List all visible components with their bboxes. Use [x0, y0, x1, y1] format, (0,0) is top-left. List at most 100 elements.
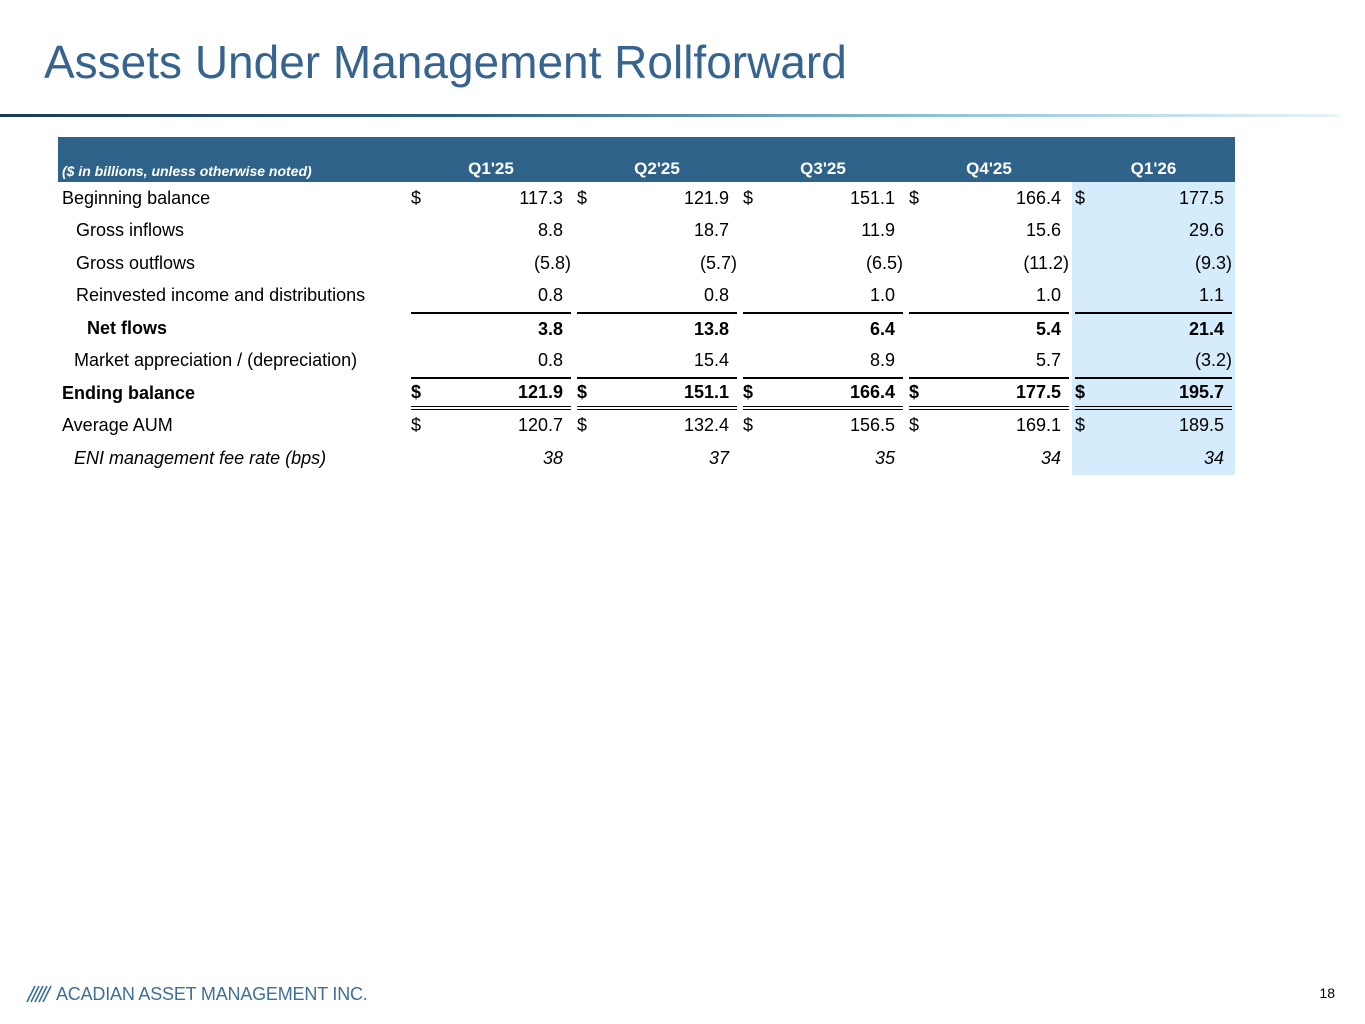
- table-cell: $117.3: [408, 182, 574, 215]
- currency-symbol: $: [909, 187, 920, 208]
- cell-value: 5.4: [1035, 318, 1061, 339]
- acadian-logo-icon: [26, 985, 52, 1003]
- row-label: Ending balance: [62, 382, 196, 403]
- table-cell: $156.5: [740, 410, 906, 443]
- cell-value: 1.1: [1198, 285, 1224, 306]
- table-cell: $166.4: [906, 182, 1072, 215]
- cell-value: (5.8): [533, 252, 571, 273]
- cell-value: 120.7: [517, 415, 563, 436]
- table-header-row: ($ in billions, unless otherwise noted) …: [58, 137, 1235, 182]
- cell-value: 38: [542, 447, 563, 468]
- company-name: ACADIAN ASSET MANAGEMENT INC.: [56, 983, 368, 1004]
- cell-value: 3.8: [537, 318, 563, 339]
- cell-value: 121.9: [517, 381, 563, 402]
- company-logo: ACADIAN ASSET MANAGEMENT INC.: [26, 983, 368, 1005]
- table-cell: 15.4: [574, 345, 740, 378]
- table-cell: 8.9: [740, 345, 906, 378]
- table-cell: 11.9: [740, 215, 906, 248]
- cell-value: (6.5): [865, 252, 903, 273]
- cell-value: 151.1: [683, 381, 729, 402]
- cell-value: 132.4: [683, 415, 729, 436]
- table-cell: (11.2): [906, 247, 1072, 280]
- row-label: Average AUM: [62, 415, 173, 436]
- table-cell-highlight: (9.3): [1072, 247, 1235, 280]
- table-cell: $151.1: [574, 377, 740, 410]
- currency-symbol: $: [577, 415, 588, 436]
- column-header: Q4'25: [906, 137, 1072, 182]
- cell-value: (11.2): [1023, 252, 1069, 273]
- cell-value: 37: [708, 447, 729, 468]
- cell-value: 34: [1203, 447, 1224, 468]
- cell-value: 121.9: [683, 187, 729, 208]
- cell-value: 8.9: [869, 350, 895, 371]
- table-cell: 5.7: [906, 345, 1072, 378]
- cell-value: 169.1: [1015, 415, 1061, 436]
- cell-value: 11.9: [861, 220, 895, 241]
- cell-value: 189.5: [1178, 415, 1224, 436]
- currency-symbol: $: [909, 381, 920, 402]
- table-row: Market appreciation / (depreciation) 0.8…: [58, 344, 1235, 378]
- table-cell: 5.4: [906, 312, 1072, 345]
- row-label: Gross outflows: [76, 252, 196, 273]
- currency-symbol: $: [743, 381, 754, 402]
- table-row: ENI management fee rate (bps) 38 37 35 3…: [58, 442, 1235, 475]
- table-cell: 15.6: [906, 215, 1072, 248]
- column-header: Q2'25: [574, 137, 740, 182]
- currency-symbol: $: [411, 187, 422, 208]
- table-cell-highlight: 29.6: [1072, 214, 1235, 247]
- cell-value: 0.8: [703, 285, 729, 306]
- table-cell-highlight: $189.5: [1072, 409, 1235, 442]
- table-cell: (5.7): [574, 247, 740, 280]
- row-label: Market appreciation / (depreciation): [74, 350, 358, 371]
- table-cell: 0.8: [408, 345, 574, 378]
- table-cell: 13.8: [574, 312, 740, 345]
- currency-symbol: $: [411, 381, 422, 402]
- currency-symbol: $: [1075, 415, 1086, 436]
- row-label: Net flows: [87, 317, 168, 338]
- table-cell-highlight: 1.1: [1072, 279, 1235, 312]
- table-row: Gross outflows (5.8) (5.7) (6.5) (11.2) …: [58, 247, 1235, 280]
- table-cell-highlight: $195.7: [1072, 377, 1235, 410]
- table-cell-highlight: (3.2): [1072, 344, 1235, 377]
- table-cell: 0.8: [408, 280, 574, 313]
- cell-value: (3.2): [1194, 350, 1232, 371]
- table-cell-highlight: 34: [1072, 442, 1235, 475]
- cell-value: 21.4: [1188, 318, 1224, 339]
- cell-value: 6.4: [869, 318, 895, 339]
- table-cell: 1.0: [740, 280, 906, 313]
- table-row-total: Ending balance $121.9 $151.1 $166.4 $177…: [58, 377, 1235, 410]
- table-cell: $132.4: [574, 410, 740, 443]
- row-label: Gross inflows: [76, 220, 185, 241]
- cell-value: 1.0: [1035, 285, 1061, 306]
- table-cell-highlight: 21.4: [1072, 312, 1235, 345]
- table-cell: 0.8: [574, 280, 740, 313]
- table-cell: 34: [906, 442, 1072, 475]
- row-label: Beginning balance: [62, 187, 211, 208]
- table-row: Reinvested income and distributions 0.8 …: [58, 279, 1235, 313]
- table-cell: 18.7: [574, 215, 740, 248]
- column-header: Q3'25: [740, 137, 906, 182]
- table-cell: $120.7: [408, 410, 574, 443]
- cell-value: 0.8: [537, 350, 563, 371]
- table-cell: $121.9: [574, 182, 740, 215]
- cell-value: 5.7: [1035, 350, 1061, 371]
- table-cell: $169.1: [906, 410, 1072, 443]
- page-number: 18: [1319, 985, 1335, 1001]
- cell-value: 177.5: [1015, 381, 1061, 402]
- cell-value: 15.4: [693, 350, 729, 371]
- cell-value: 13.8: [693, 318, 729, 339]
- table-cell: 1.0: [906, 280, 1072, 313]
- cell-value: 18.7: [693, 220, 729, 241]
- cell-value: 29.6: [1188, 220, 1224, 241]
- cell-value: 151.1: [849, 187, 895, 208]
- column-header: Q1'26: [1072, 137, 1235, 182]
- table-cell: $151.1: [740, 182, 906, 215]
- cell-value: (9.3): [1194, 252, 1232, 273]
- table-cell: 3.8: [408, 312, 574, 345]
- cell-value: 156.5: [849, 415, 895, 436]
- title-divider: [0, 114, 1340, 117]
- row-label: ENI management fee rate (bps): [74, 447, 327, 468]
- cell-value: (5.7): [699, 252, 737, 273]
- table-row: Gross inflows 8.8 18.7 11.9 15.6 29.6: [58, 214, 1235, 248]
- units-label: ($ in billions, unless otherwise noted): [58, 137, 408, 182]
